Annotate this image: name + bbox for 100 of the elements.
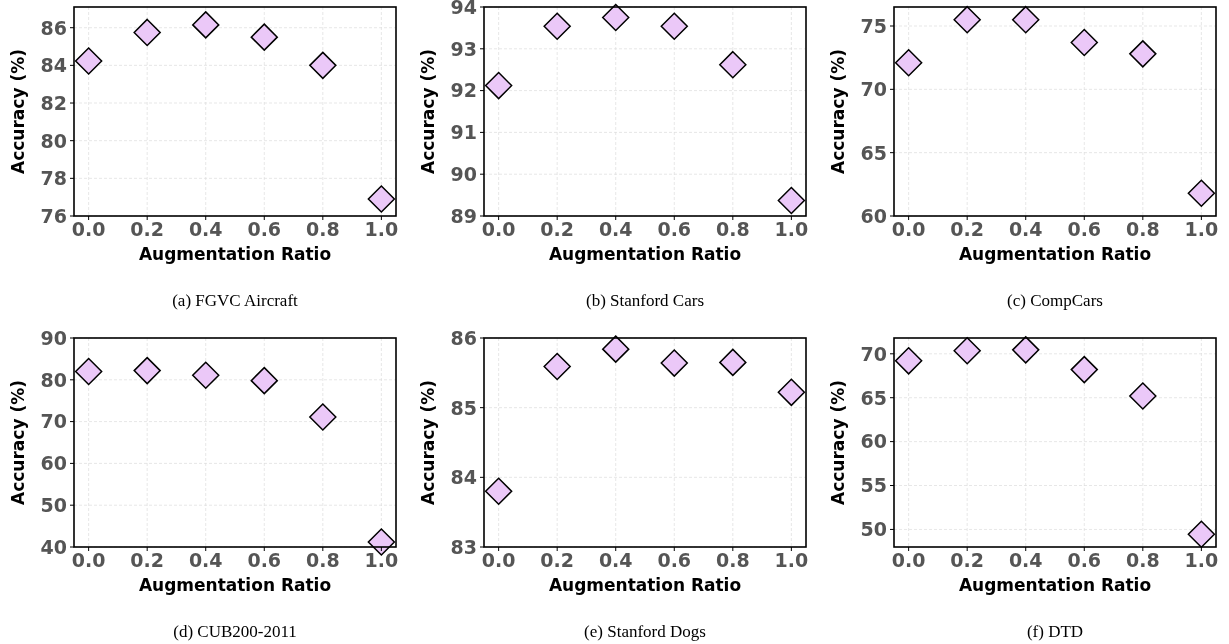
x-axis-title: Augmentation Ratio [548, 575, 742, 595]
point [660, 349, 689, 377]
y-tick-label: 85 [450, 396, 477, 419]
point [1070, 28, 1099, 57]
y-axis-title: Accuracy (%) [828, 380, 848, 505]
point [777, 186, 806, 215]
point [191, 361, 220, 389]
x-tick-label: 0.6 [247, 549, 282, 571]
x-tick-label: 0.4 [598, 218, 633, 240]
x-tick-label: 0.0 [71, 549, 106, 571]
point [1129, 382, 1157, 410]
point [74, 47, 103, 75]
x-tick-label: 0.2 [130, 549, 165, 571]
x-tick-label: 0.4 [188, 549, 223, 571]
x-tick-label: 1.0 [364, 549, 399, 571]
x-tick-label: 0.2 [950, 549, 985, 571]
point [484, 71, 513, 100]
x-tick-label: 0.6 [657, 218, 692, 240]
y-tick-label: 94 [450, 0, 477, 18]
y-tick-label: 82 [40, 91, 67, 114]
y-tick-label: 60 [860, 204, 887, 227]
point [1070, 355, 1099, 384]
x-tick-label: 0.0 [891, 218, 926, 240]
x-axis-title: Augmentation Ratio [958, 244, 1152, 264]
y-tick-label: 75 [860, 14, 887, 37]
x-tick-label: 1.0 [364, 218, 399, 240]
y-tick-label: 80 [40, 368, 67, 391]
y-tick-label: 55 [860, 474, 887, 497]
y-tick-label: 60 [40, 452, 67, 475]
text: (c) CompCars [1007, 291, 1103, 310]
point [953, 5, 981, 34]
x-tick-label: 0.4 [1008, 218, 1043, 240]
x-tick-label: 0.8 [305, 218, 340, 240]
point [894, 48, 923, 77]
point [953, 336, 981, 365]
x-tick-label: 1.0 [1184, 549, 1219, 571]
x-tick-label: 0.8 [715, 549, 750, 571]
y-tick-label: 60 [860, 430, 887, 453]
y-tick-label: 91 [450, 121, 477, 144]
x-tick-label: 0.6 [247, 218, 282, 240]
y-tick-label: 92 [450, 79, 477, 102]
point [543, 12, 571, 40]
text: (a) FGVC Aircraft [172, 291, 299, 310]
x-tick-label: 0.6 [657, 549, 692, 571]
point [894, 347, 923, 375]
x-tick-label: 0.2 [950, 218, 985, 240]
x-tick-label: 1.0 [774, 549, 809, 571]
x-axis-title: Augmentation Ratio [958, 575, 1152, 595]
y-tick-label: 86 [450, 326, 477, 349]
y-tick-label: 65 [860, 141, 887, 164]
x-tick-label: 1.0 [1184, 218, 1219, 240]
point [660, 12, 689, 40]
y-axis-title: Accuracy (%) [828, 49, 848, 174]
y-tick-label: 80 [40, 129, 67, 152]
x-tick-label: 0.4 [598, 549, 633, 571]
x-axis-title: Augmentation Ratio [548, 244, 742, 264]
x-tick-label: 0.4 [1008, 549, 1043, 571]
y-tick-label: 40 [40, 535, 67, 558]
point [191, 11, 220, 39]
x-tick-label: 0.0 [71, 218, 106, 240]
point [601, 335, 630, 363]
point [309, 403, 337, 431]
y-tick-label: 90 [40, 326, 67, 349]
point [1011, 336, 1040, 364]
y-axis-title: Accuracy (%) [418, 380, 438, 505]
point [367, 185, 396, 213]
x-tick-label: 0.8 [1125, 218, 1160, 240]
x-axis-title: Augmentation Ratio [138, 244, 332, 264]
point [1187, 520, 1216, 549]
x-tick-label: 0.6 [1067, 549, 1102, 571]
x-tick-label: 0.0 [481, 549, 516, 571]
point [1011, 5, 1040, 34]
y-tick-label: 78 [40, 167, 67, 190]
point [484, 477, 513, 506]
y-tick-label: 86 [40, 16, 67, 39]
y-tick-label: 70 [860, 78, 887, 101]
x-tick-label: 0.2 [540, 549, 575, 571]
x-tick-label: 0.8 [1125, 549, 1160, 571]
point [250, 23, 279, 51]
y-tick-label: 70 [40, 410, 67, 433]
x-tick-label: 0.0 [891, 549, 926, 571]
text: (e) Stanford Dogs [584, 622, 706, 641]
y-tick-label: 90 [450, 163, 477, 186]
y-axis-title: Accuracy (%) [8, 49, 28, 174]
point [543, 352, 571, 381]
y-tick-label: 84 [450, 466, 477, 489]
text: (f) DTD [1026, 622, 1084, 641]
y-axis-title: Accuracy (%) [418, 49, 438, 174]
y-tick-label: 70 [860, 342, 887, 365]
point [250, 366, 279, 395]
y-tick-label: 50 [860, 518, 887, 541]
point [1129, 40, 1157, 68]
point [719, 50, 747, 79]
point [309, 51, 337, 80]
text: (d) CUB200-2011 [173, 622, 297, 641]
x-tick-label: 0.8 [715, 218, 750, 240]
point [777, 378, 806, 407]
x-tick-label: 0.0 [481, 218, 516, 240]
point [133, 18, 161, 47]
y-tick-label: 65 [860, 386, 887, 409]
